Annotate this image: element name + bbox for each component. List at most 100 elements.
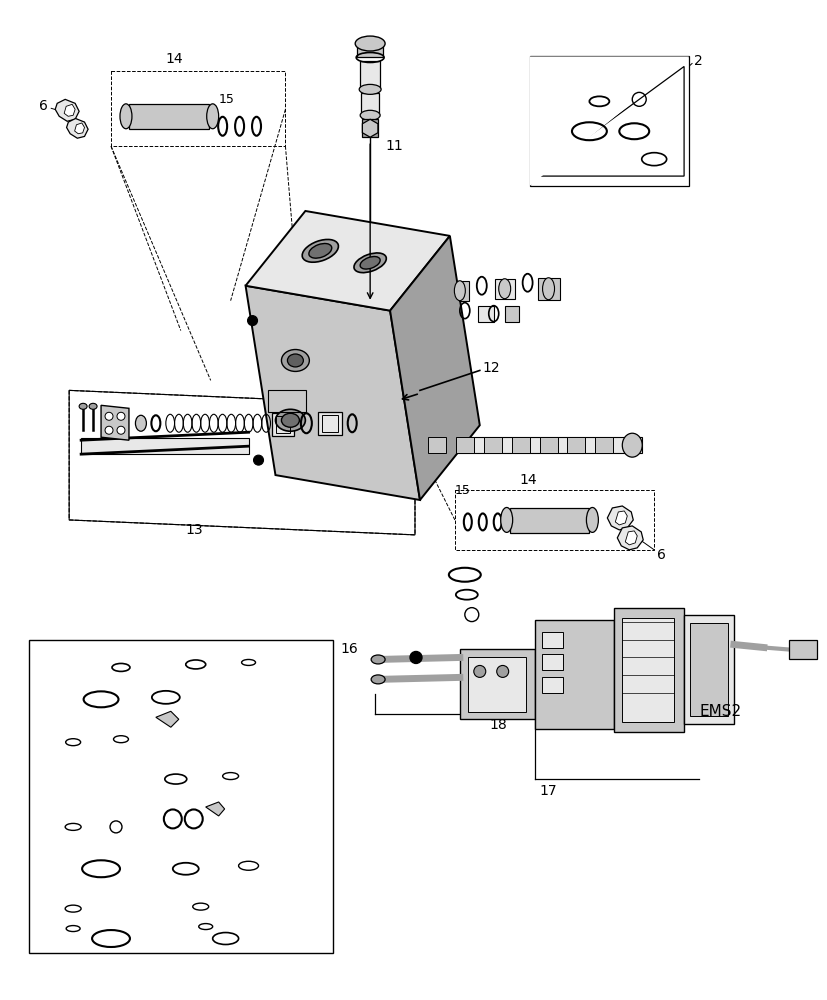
Bar (534, 620, 614, 729)
Polygon shape (362, 119, 377, 137)
Text: 15: 15 (218, 93, 234, 106)
Bar (494, 279, 514, 299)
Bar (318, 412, 342, 435)
Bar (276, 416, 290, 433)
Ellipse shape (89, 403, 97, 409)
Ellipse shape (275, 409, 305, 431)
Bar (454, 490, 653, 550)
Bar (322, 415, 338, 432)
Ellipse shape (370, 675, 385, 684)
Bar (504, 306, 518, 322)
Bar (541, 632, 563, 648)
Ellipse shape (360, 257, 380, 269)
Circle shape (117, 426, 125, 434)
Ellipse shape (353, 253, 386, 273)
Polygon shape (155, 711, 179, 727)
Bar (361, 93, 379, 115)
Ellipse shape (360, 110, 380, 120)
Text: 17: 17 (539, 784, 557, 798)
Bar (537, 278, 559, 300)
Ellipse shape (498, 279, 510, 299)
Polygon shape (534, 66, 683, 176)
Circle shape (247, 316, 257, 326)
Bar (622, 618, 673, 722)
Text: 14: 14 (519, 473, 537, 487)
Circle shape (117, 412, 125, 420)
Ellipse shape (355, 36, 385, 51)
Bar (29, 640, 333, 953)
Bar (81, 438, 248, 454)
Bar (268, 390, 306, 412)
Text: 14: 14 (165, 52, 184, 66)
Bar (788, 640, 815, 659)
Bar (458, 281, 468, 301)
Bar (595, 437, 613, 453)
Bar (456, 437, 473, 453)
Bar (614, 608, 683, 732)
Polygon shape (101, 405, 129, 440)
Bar (428, 437, 446, 453)
Polygon shape (607, 506, 633, 530)
Circle shape (253, 455, 263, 465)
Text: 13: 13 (185, 523, 203, 537)
Text: EMS2: EMS2 (698, 704, 740, 719)
Bar (566, 437, 585, 453)
Bar (356, 44, 383, 57)
Polygon shape (624, 531, 637, 545)
Text: 16: 16 (340, 642, 357, 656)
Bar (272, 413, 294, 436)
Bar (477, 306, 493, 322)
Bar (483, 437, 501, 453)
Polygon shape (529, 56, 688, 186)
Polygon shape (246, 286, 419, 500)
Ellipse shape (622, 433, 642, 457)
Ellipse shape (281, 350, 309, 371)
Ellipse shape (542, 278, 554, 300)
Ellipse shape (79, 403, 87, 409)
Polygon shape (246, 211, 449, 311)
Ellipse shape (136, 415, 146, 431)
Polygon shape (74, 123, 84, 134)
Polygon shape (617, 526, 643, 550)
Ellipse shape (454, 281, 465, 301)
Circle shape (105, 412, 112, 420)
Ellipse shape (500, 507, 512, 532)
Polygon shape (66, 118, 88, 138)
Circle shape (496, 665, 508, 677)
Bar (129, 104, 208, 129)
Bar (360, 61, 380, 89)
Ellipse shape (586, 507, 598, 532)
Text: 15: 15 (454, 484, 471, 497)
Bar (539, 437, 557, 453)
Text: 18: 18 (489, 718, 507, 732)
Ellipse shape (308, 244, 332, 258)
Ellipse shape (302, 239, 338, 262)
Bar (511, 437, 529, 453)
Bar (467, 657, 525, 712)
Bar (689, 623, 727, 716)
Text: 12: 12 (482, 361, 500, 375)
Polygon shape (55, 99, 79, 121)
Bar (459, 649, 534, 719)
Bar (418, 437, 642, 453)
Ellipse shape (370, 655, 385, 664)
Bar (361, 119, 378, 137)
Ellipse shape (359, 84, 380, 94)
Bar (509, 508, 589, 533)
Polygon shape (614, 511, 627, 525)
Polygon shape (390, 236, 479, 500)
Ellipse shape (287, 354, 303, 367)
Bar (541, 654, 563, 670)
Polygon shape (205, 802, 224, 816)
Polygon shape (529, 56, 688, 186)
Circle shape (409, 651, 422, 663)
Text: 11: 11 (385, 139, 403, 153)
Text: 2: 2 (693, 54, 702, 68)
Text: 6: 6 (39, 99, 48, 113)
Text: 6: 6 (657, 548, 665, 562)
Bar (683, 615, 733, 724)
Ellipse shape (207, 104, 218, 129)
Circle shape (464, 608, 478, 622)
Polygon shape (65, 104, 75, 116)
Ellipse shape (281, 413, 299, 427)
